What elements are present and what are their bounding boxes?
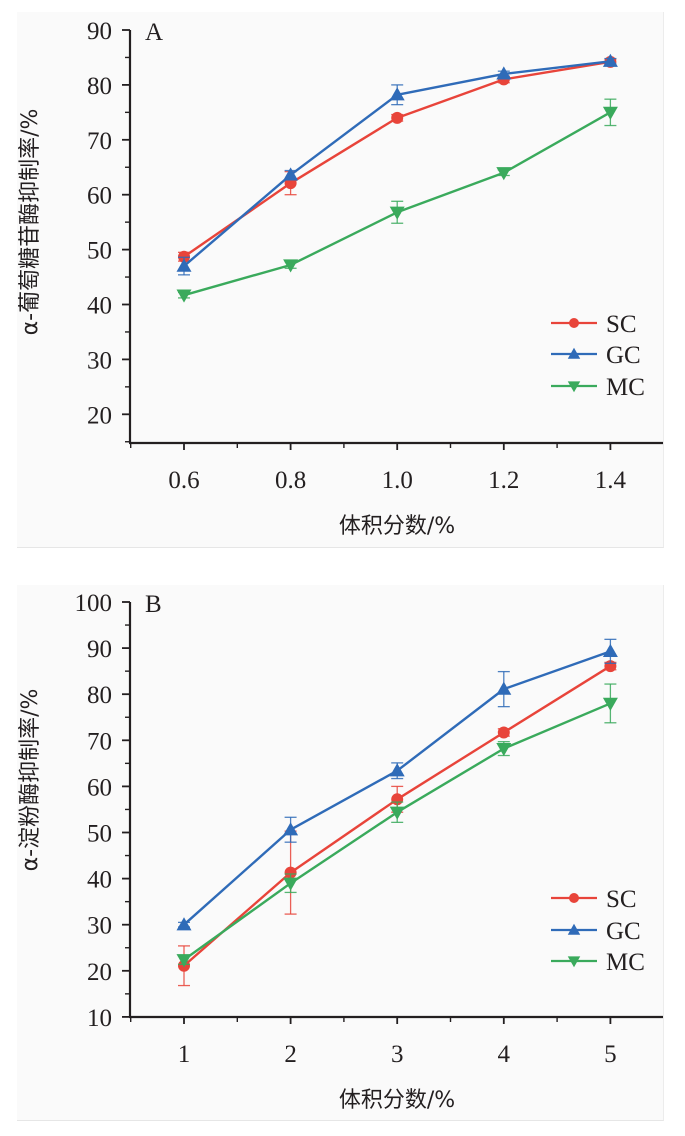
panel-b-series-gc — [176, 638, 618, 931]
panel-a-y-tick-label: 20 — [87, 402, 112, 429]
panel-a-y-tick-label: 60 — [87, 183, 112, 210]
series-gc-point — [283, 167, 299, 181]
legend-mc-marker — [567, 956, 581, 968]
panel-a-y-tick-label: 80 — [87, 73, 112, 100]
panel-a-y-tick-label: 40 — [87, 293, 112, 320]
panel-a-series — [176, 53, 618, 303]
legend-sc-marker — [569, 893, 579, 903]
panel-b-y-tick-label: 40 — [87, 867, 112, 894]
legend-gc-marker — [567, 347, 581, 359]
panel-a-x-axis-title: 体积分数/% — [339, 514, 455, 539]
series-mc-point — [602, 106, 618, 120]
panel-b-y-tick-label: 70 — [87, 728, 112, 755]
legend-gc-label: GC — [606, 918, 641, 945]
series-gc-point — [176, 917, 192, 931]
legend-sc-label: SC — [606, 886, 637, 913]
series-mc-point — [389, 806, 405, 820]
panel-a-series-gc — [176, 53, 618, 276]
panel-b-x-tick-label: 5 — [604, 1041, 617, 1068]
legend-mc-marker — [567, 381, 581, 393]
panel-b-x-tick-label: 3 — [391, 1041, 404, 1068]
panel-b-series — [176, 638, 618, 987]
series-mc-point — [283, 877, 299, 891]
panel-b-legend-item-sc: SC — [551, 886, 637, 913]
axes-b: 10 20 30 40 50 60 70 80 90 100 1 2 3 4 5 — [75, 590, 663, 1068]
series-mc-point — [283, 259, 299, 273]
panel-b-y-tick-label: 10 — [87, 1005, 112, 1032]
series-gc-point — [283, 822, 299, 836]
panel-a-x-tick-label: 1.2 — [488, 467, 519, 494]
panel-a: 20 30 40 50 60 70 80 90 0.6 0.8 1.0 1.2 1.4 A α-葡萄糖苷… — [18, 18, 663, 539]
panel-a-x-tick-label: 0.6 — [168, 467, 199, 494]
series-mc-point — [496, 167, 512, 181]
panel-a-series-mc — [176, 98, 618, 303]
series-gc-point — [496, 681, 512, 695]
panel-b-y-tick-label: 90 — [87, 636, 112, 663]
panel-b-x-tick-label: 2 — [284, 1041, 297, 1068]
panel-b-y-tick-label: 60 — [87, 774, 112, 801]
panel-a-x-tick-label: 0.8 — [275, 467, 306, 494]
series-gc-point — [389, 87, 405, 101]
panel-a-background — [17, 12, 664, 548]
panel-b-x-tick-label: 1 — [178, 1041, 191, 1068]
panel-b-y-tick-label: 100 — [75, 590, 113, 617]
panel-a-y-axis-title: α-葡萄糖苷酶抑制率/% — [18, 109, 43, 336]
series-gc-point — [389, 763, 405, 777]
panel-a-legend: SC GC MC — [551, 311, 645, 401]
series-mc-point — [389, 206, 405, 220]
panel-b-background — [17, 585, 664, 1121]
series-mc-line — [183, 702, 611, 961]
panel-b-y-tick-label: 50 — [87, 821, 112, 848]
panel-b-x-axis-title: 体积分数/% — [339, 1088, 455, 1113]
panel-b-y-tick-label: 30 — [87, 913, 112, 940]
axes-a: 20 30 40 50 60 70 80 90 0.6 0.8 1.0 1.2 1.4 — [87, 18, 663, 494]
panel-a-y-tick-label: 30 — [87, 347, 112, 374]
panel-b-y-tick-label: 20 — [87, 959, 112, 986]
panel-a-y-tick-label: 70 — [87, 128, 112, 155]
panel-b-legend-item-gc: GC — [551, 918, 641, 945]
legend-sc-label: SC — [606, 311, 637, 338]
series-gc-point — [602, 53, 618, 67]
panel-a-y-tick-label: 50 — [87, 238, 112, 265]
series-mc-point — [176, 954, 192, 968]
series-mc-point — [602, 697, 618, 711]
panel-a-legend-item-mc: MC — [551, 374, 645, 401]
legend-sc-marker — [569, 318, 579, 328]
panel-b-y-tick-label: 80 — [87, 682, 112, 709]
series-gc-point — [496, 66, 512, 80]
panel-b-x-tick-label: 4 — [498, 1041, 511, 1068]
series-sc-point — [497, 726, 510, 739]
legend-mc-label: MC — [606, 949, 645, 976]
series-sc-point — [391, 111, 404, 124]
panel-b-y-axis-title: α-淀粉酶抑制率/% — [18, 689, 43, 872]
panel-a-legend-item-gc: GC — [551, 342, 641, 369]
series-sc-point — [284, 866, 297, 879]
series-mc-point — [496, 742, 512, 757]
legend-gc-label: GC — [606, 342, 641, 369]
panel-b-legend-item-mc: MC — [551, 949, 645, 976]
legend-mc-label: MC — [606, 374, 645, 401]
panel-a-y-tick-label: 90 — [87, 18, 112, 45]
panel-a-x-tick-label: 1.4 — [595, 467, 627, 494]
panel-a-letter: A — [145, 19, 163, 46]
panel-a-x-tick-label: 1.0 — [382, 467, 413, 494]
legend-gc-marker — [567, 923, 581, 935]
panel-b-legend: SC GC MC — [551, 886, 645, 976]
panel-a-legend-item-sc: SC — [551, 311, 637, 338]
series-gc-point — [176, 258, 192, 272]
panel-b-series-mc — [176, 683, 618, 968]
panel-b-letter: B — [145, 591, 162, 618]
series-mc-point — [176, 289, 192, 303]
series-gc-point — [602, 643, 618, 657]
